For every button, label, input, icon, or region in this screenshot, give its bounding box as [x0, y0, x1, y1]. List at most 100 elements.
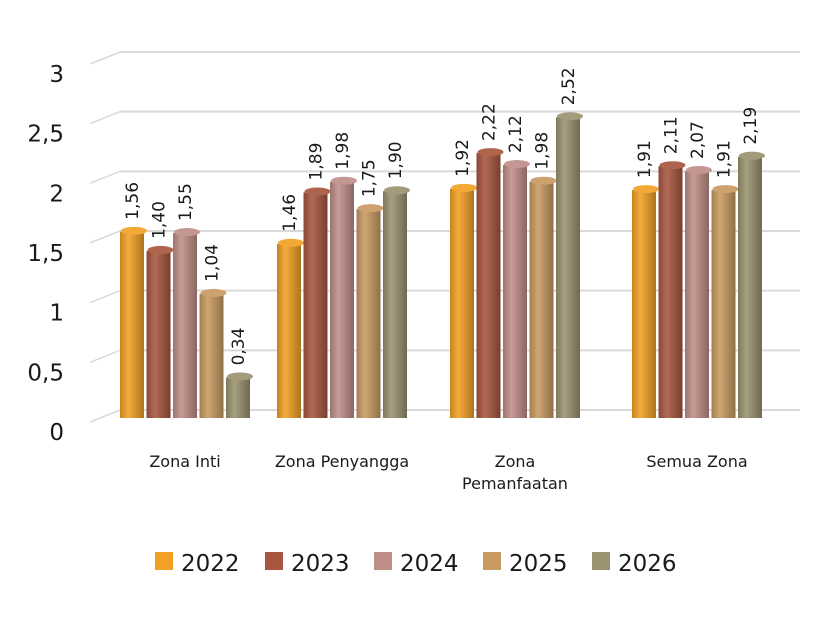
x-tick-label: Zona: [495, 452, 536, 471]
bar: [303, 187, 331, 418]
legend-item: 2026: [592, 551, 677, 577]
bar-body: [529, 181, 554, 418]
bar-cap: [686, 165, 712, 174]
bar-cap: [357, 204, 384, 213]
gridline-depth: [89, 289, 121, 304]
data-label: 1,92: [453, 139, 473, 177]
gridline-depth: [89, 51, 121, 65]
x-tick-label: Zona Penyangga: [275, 452, 409, 471]
legend-label: 2025: [509, 551, 568, 577]
bar-cap: [659, 161, 686, 170]
bar: [277, 238, 304, 418]
data-label: 1,91: [715, 140, 735, 178]
data-label: 1,98: [333, 132, 353, 170]
y-tick-label: 2: [49, 181, 64, 207]
legend-swatch: [265, 552, 283, 570]
data-label: 2,12: [506, 115, 526, 153]
bar-body: [685, 170, 709, 418]
data-label: 0,34: [229, 328, 249, 366]
bar-body: [146, 250, 171, 418]
bar-cap: [227, 372, 253, 381]
data-label: 1,89: [307, 143, 327, 181]
bar-body: [738, 156, 762, 418]
bar: [556, 112, 583, 418]
gridline-depth: [89, 230, 121, 244]
legend-swatch: [592, 552, 610, 570]
bar: [199, 288, 227, 418]
data-label: 1,98: [533, 132, 553, 170]
y-tick-label: 1: [49, 301, 64, 327]
legend-item: 2024: [374, 551, 459, 577]
bar-cap: [331, 176, 357, 185]
x-tick-label: Zona Inti: [149, 452, 220, 471]
bar-body: [632, 190, 656, 418]
data-label: 1,55: [176, 183, 196, 221]
legend-item: 2023: [265, 551, 350, 577]
bar-body: [356, 209, 381, 418]
bar-cap: [477, 148, 504, 157]
bar-body: [711, 190, 736, 418]
bar: [658, 161, 686, 418]
bar: [503, 160, 530, 418]
gridline-depth: [89, 409, 121, 423]
data-label: 1,04: [203, 244, 223, 282]
legend-label: 2026: [618, 551, 677, 577]
bar-body: [199, 293, 224, 418]
data-label: 1,40: [150, 201, 170, 239]
data-label: 2,19: [741, 107, 761, 145]
bar-body: [503, 165, 527, 418]
data-label: 1,91: [635, 140, 655, 178]
data-label: 1,56: [123, 182, 143, 220]
bar-cap: [200, 288, 227, 297]
bar-cap: [712, 185, 739, 194]
bar: [632, 185, 659, 418]
bar-body: [658, 166, 683, 418]
bar: [450, 183, 477, 418]
bar-body: [330, 181, 354, 418]
bar-body: [226, 377, 250, 418]
gridline-depth: [89, 170, 121, 185]
bar-body: [450, 188, 474, 418]
legend-label: 2023: [291, 551, 350, 577]
legend: 2022 2023 2024 2025 2026: [155, 551, 677, 577]
bars: [120, 112, 765, 418]
y-axis: 0 0,5 1 1,5 2 2,5 3: [27, 62, 64, 446]
bar-cap: [121, 226, 147, 235]
legend-label: 2022: [181, 551, 240, 577]
bar-body: [476, 153, 501, 418]
bar: [173, 228, 200, 418]
bar-body: [277, 243, 301, 418]
data-label: 2,07: [688, 121, 708, 159]
bar-body: [303, 192, 328, 418]
legend-label: 2024: [400, 551, 459, 577]
bar-cap: [278, 238, 304, 247]
bar: [529, 176, 557, 418]
bar-body: [173, 233, 197, 418]
gridline-depth: [89, 110, 121, 125]
bar-cap: [304, 187, 331, 196]
bar-cap: [147, 245, 174, 254]
bar: [226, 372, 253, 418]
data-label: 2,11: [662, 116, 682, 154]
x-axis: Zona Inti Zona Penyangga Zona Pemanfaatan Se…: [149, 452, 747, 493]
bar: [738, 151, 765, 418]
data-label: 2,52: [559, 67, 579, 105]
bar: [146, 245, 174, 418]
data-label: 2,22: [480, 103, 500, 141]
y-tick-label: 0,5: [27, 360, 64, 386]
bar: [383, 186, 410, 418]
data-label: 1,90: [386, 141, 406, 179]
bar-cap: [557, 112, 583, 121]
bar-cap: [739, 151, 765, 160]
data-label: 1,75: [360, 159, 380, 197]
legend-item: 2022: [155, 551, 240, 577]
legend-swatch: [374, 552, 392, 570]
y-tick-label: 0: [49, 420, 64, 446]
y-tick-label: 3: [49, 62, 64, 88]
bar: [685, 165, 712, 418]
y-tick-label: 1,5: [27, 241, 64, 267]
bar-body: [556, 117, 580, 418]
data-label: 1,46: [280, 194, 300, 232]
bar-cap: [174, 228, 200, 237]
bar-cap: [530, 176, 557, 185]
